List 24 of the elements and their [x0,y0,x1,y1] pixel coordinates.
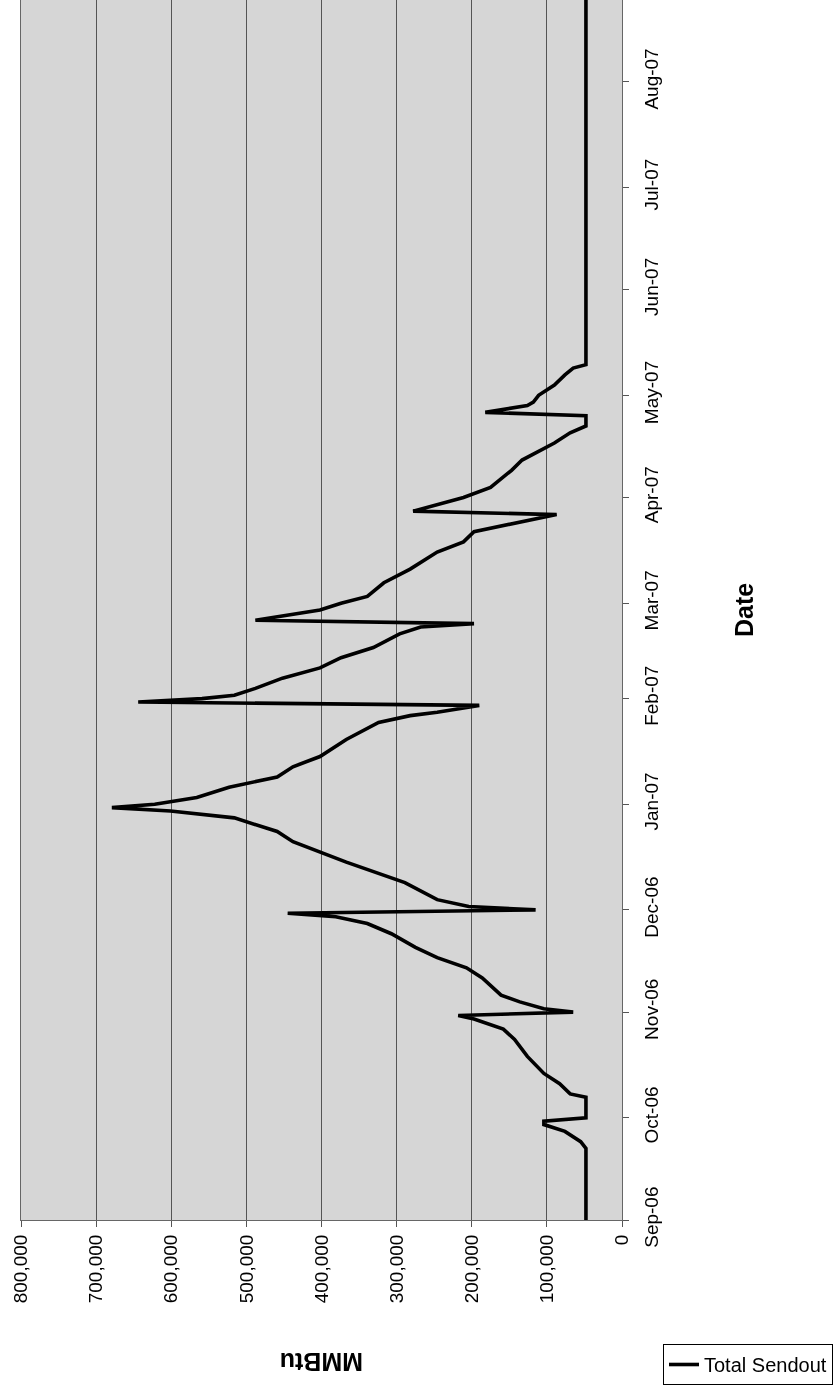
y-tick-label: Nov-06 [640,978,662,1040]
y-tick-label: May-07 [640,360,662,425]
x-tick-label: 100,000 [536,1234,558,1304]
x-tick-label: 500,000 [235,1234,257,1304]
x-tick-label: 200,000 [460,1234,482,1304]
y-tick-label: Jul-07 [640,158,662,211]
y-tick-label: Jun-07 [640,257,662,316]
y-tick-label: Apr-07 [640,466,662,524]
x-axis-title: MMBtu [279,1348,363,1377]
y-tick-label: Oct-06 [640,1086,662,1144]
y-tick-label: Aug-07 [640,48,662,110]
x-tick-label: 800,000 [10,1234,32,1304]
y-tick-label: Dec-06 [640,876,662,938]
legend-label: Total Sendout [704,1354,827,1377]
x-tick-label: 700,000 [85,1234,107,1304]
x-tick-label: 400,000 [310,1234,332,1304]
y-axis-title: Date [730,582,758,637]
y-tick-label: Mar-07 [640,570,662,631]
y-tick-label: Feb-07 [640,665,662,726]
y-tick-label: Jan-07 [640,772,662,831]
x-tick-label: 600,000 [160,1234,182,1304]
x-tick-label: 300,000 [385,1234,407,1304]
y-tick-label: Sep-06 [640,1186,662,1248]
x-tick-label: 0 [611,1234,633,1246]
